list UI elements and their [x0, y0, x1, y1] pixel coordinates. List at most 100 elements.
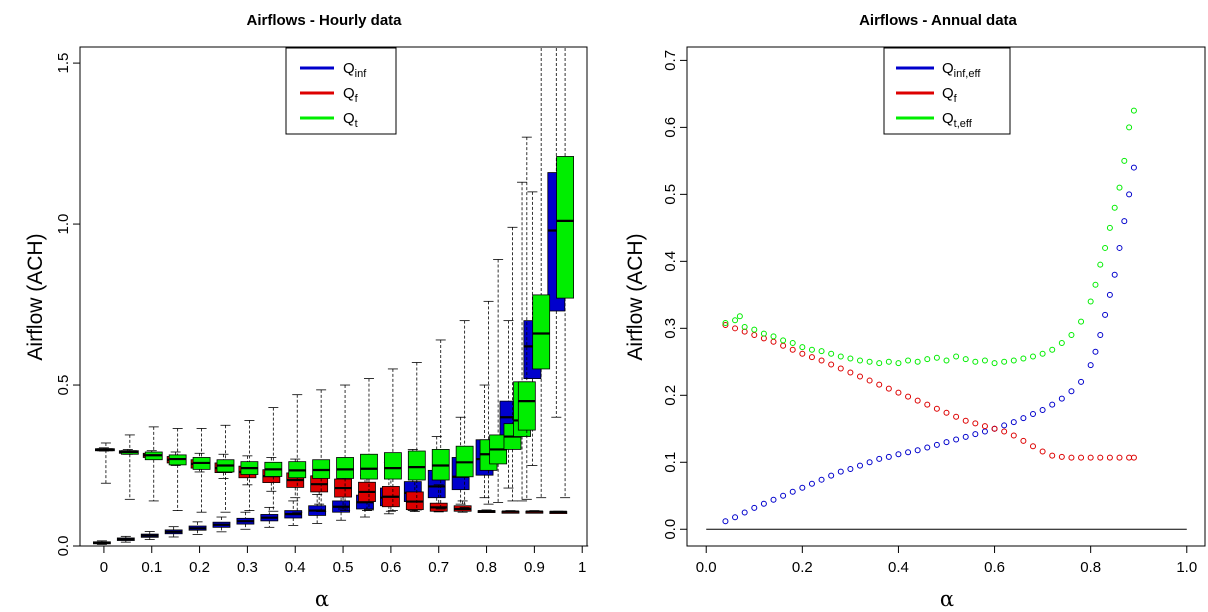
scatter-point — [1030, 353, 1036, 360]
t-box — [240, 420, 259, 511]
scatter-point — [741, 509, 748, 516]
x-tick-label: 0.1 — [141, 559, 162, 576]
t-box — [144, 426, 163, 502]
f-box — [429, 484, 448, 513]
legend-entry: Qf — [942, 85, 958, 105]
f-box — [381, 465, 400, 512]
scatter-point — [924, 444, 931, 451]
x-tick-label: 0 — [100, 559, 108, 576]
scatter-point — [722, 518, 729, 525]
f-box — [501, 510, 520, 514]
box-iqr — [360, 453, 378, 480]
t-box — [383, 368, 402, 511]
scatter-point — [1068, 388, 1075, 395]
scatter-point — [1121, 157, 1128, 164]
hourly-ticks: 0.0 0.5 1.0 1.5 0 0.1 0.2 0.3 0.4 0.5 0.6 0.7 0.8 0.9… — [55, 53, 586, 576]
scatter-point — [1049, 452, 1056, 459]
scatter-point — [866, 459, 873, 466]
scatter-point — [1068, 454, 1075, 461]
y-tick-label: 0.5 — [662, 184, 679, 205]
y-tick-label: 0.3 — [662, 318, 679, 339]
x-tick-label: 0.4 — [888, 559, 909, 576]
scatter-point — [895, 389, 902, 396]
scatter-point — [828, 472, 835, 479]
scatter-point — [837, 365, 844, 372]
box-iqr — [336, 457, 354, 479]
inf-box — [188, 521, 207, 535]
annual-title: Airflows - Annual data — [859, 12, 1017, 29]
box-iqr — [517, 381, 536, 431]
legend-entry: Qinf,eff — [942, 60, 981, 80]
scatter-point — [1111, 271, 1118, 278]
scatter-point — [1102, 244, 1109, 251]
scatter-point — [808, 480, 815, 487]
scatter-point — [876, 455, 883, 462]
scatter-point — [736, 313, 743, 320]
legend-entry: Qf — [343, 85, 359, 105]
scatter-point — [914, 397, 921, 404]
scatter-point — [1020, 355, 1027, 362]
scatter-point — [953, 436, 960, 443]
scatter-point — [1130, 107, 1137, 114]
x-tick-label: 0.6 — [380, 559, 401, 576]
scatter-point — [962, 417, 969, 424]
x-tick-label: 0.5 — [333, 559, 354, 576]
scatter-point — [1087, 362, 1094, 369]
t-box — [431, 339, 450, 510]
x-tick-label: 1.0 — [1176, 559, 1197, 576]
legend-entry: Qt — [343, 110, 358, 130]
scatter-point — [1058, 453, 1065, 460]
scatter-point — [770, 496, 777, 503]
scatter-point — [732, 317, 739, 324]
series-Q_inf,eff — [722, 164, 1137, 525]
inf-box — [93, 540, 111, 545]
scatter-point — [972, 431, 979, 438]
scatter-point — [847, 369, 854, 376]
scatter-point — [1116, 454, 1123, 461]
series-Q_f — [722, 321, 1137, 461]
scatter-point — [1001, 422, 1008, 429]
box-iqr — [407, 450, 426, 481]
x-tick-label: 0.2 — [189, 559, 210, 576]
t-box — [336, 384, 354, 511]
scatter-point — [1020, 437, 1027, 444]
annual-y-label: Airflow (ACH) — [624, 233, 647, 360]
x-tick-label: 0.7 — [428, 559, 449, 576]
x-tick-label: 0.9 — [524, 559, 545, 576]
scatter-point — [933, 441, 940, 448]
scatter-point — [789, 346, 796, 353]
scatter-point — [1097, 332, 1104, 339]
t-box — [360, 378, 378, 511]
scatter-point — [789, 340, 796, 347]
t-box — [517, 136, 536, 500]
scatter-point — [1058, 395, 1065, 402]
scatter-point — [1058, 340, 1065, 347]
legend-entry: Qinf — [343, 60, 367, 80]
hourly-plot-area — [79, 46, 589, 547]
scatter-point — [1078, 378, 1085, 385]
t-box — [407, 362, 426, 511]
y-tick-label: 0.5 — [55, 375, 72, 396]
scatter-point — [799, 344, 806, 351]
t-box — [120, 434, 139, 500]
t-box — [288, 394, 307, 513]
scatter-point — [876, 381, 883, 388]
scatter-point — [1130, 164, 1137, 171]
scatter-point — [1001, 428, 1008, 435]
y-tick-label: 0.0 — [55, 536, 72, 557]
y-tick-label: 1.0 — [55, 214, 72, 235]
scatter-point — [1106, 224, 1113, 231]
scatter-point — [981, 357, 988, 364]
annual-plot-frame — [686, 46, 1206, 547]
scatter-point — [1010, 419, 1017, 426]
scatter-point — [1068, 332, 1075, 339]
hourly-y-label: Airflow (ACH) — [24, 233, 47, 360]
scatter-point — [1106, 291, 1113, 298]
scatter-point — [741, 323, 748, 330]
inf-box — [284, 500, 303, 526]
scatter-point — [847, 465, 854, 472]
scatter-point — [751, 504, 758, 511]
inf-box — [236, 511, 255, 530]
scatter-point — [857, 357, 863, 364]
scatter-point — [722, 321, 729, 328]
